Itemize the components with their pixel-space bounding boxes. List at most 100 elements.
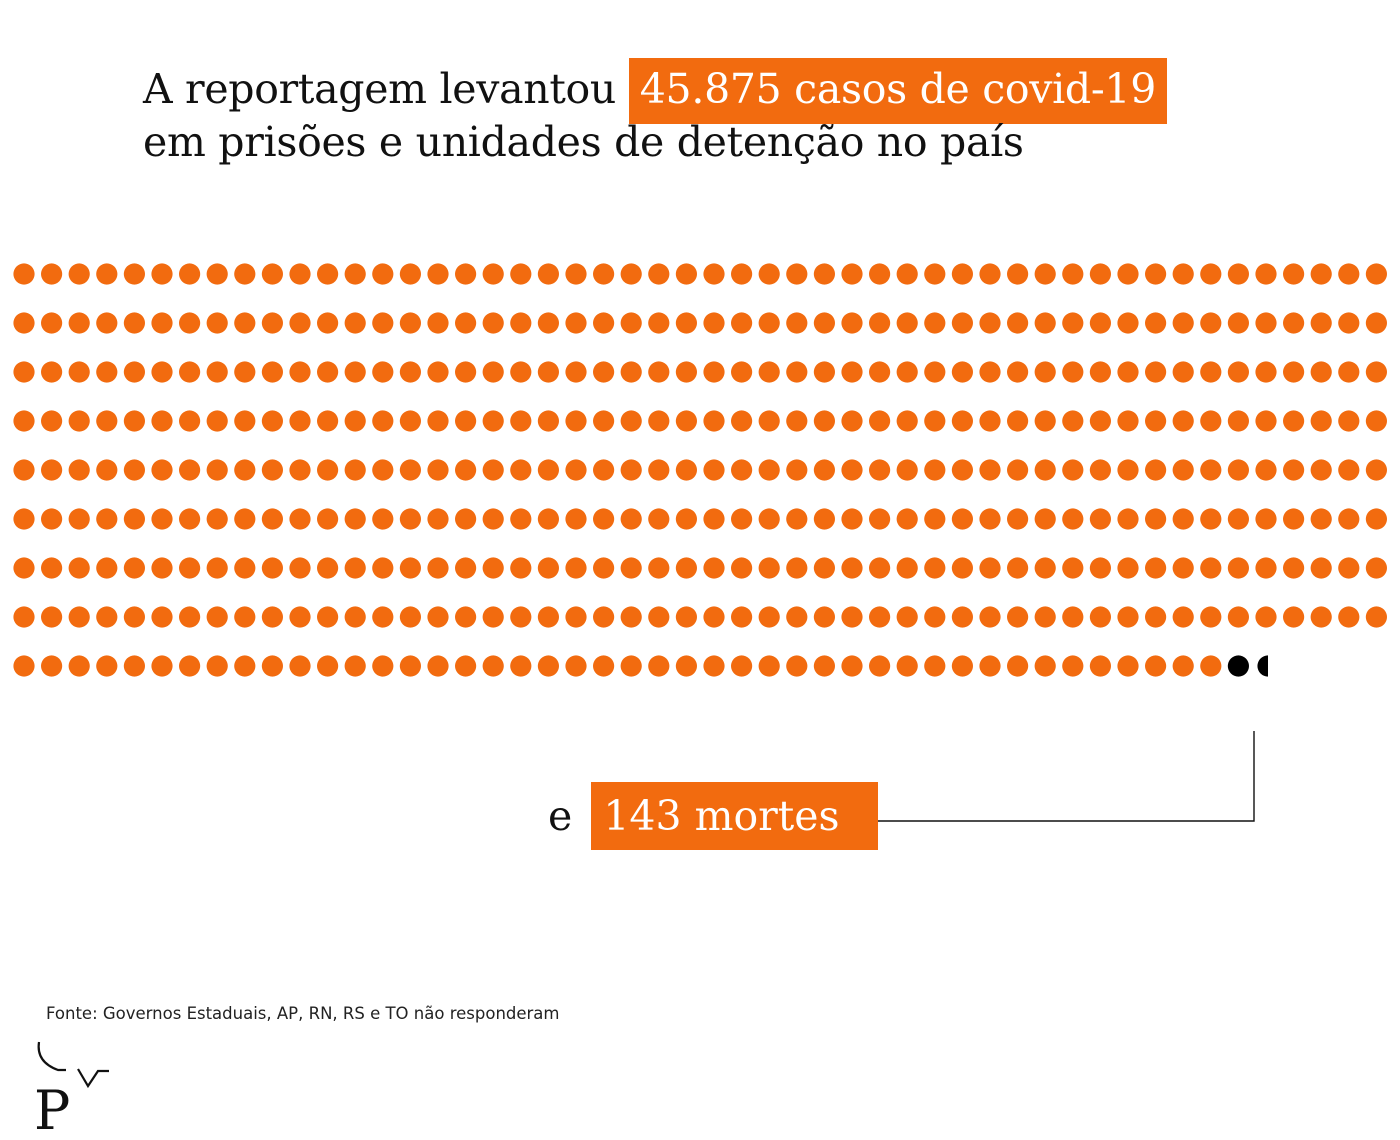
case-dot [427, 459, 449, 481]
case-dot [96, 312, 118, 334]
case-dot [289, 508, 311, 530]
case-dot [1117, 655, 1139, 677]
case-dot [151, 655, 173, 677]
case-dot [1172, 655, 1194, 677]
case-dot [1007, 263, 1029, 285]
case-dot [841, 508, 863, 530]
case-dot [1255, 263, 1277, 285]
case-dot [482, 655, 504, 677]
case-dot [731, 459, 753, 481]
case-dot [593, 459, 615, 481]
case-dot [758, 606, 780, 628]
case-dot [675, 312, 698, 334]
case-dot [455, 606, 477, 628]
case-dot [399, 557, 421, 579]
case-dot [1145, 263, 1167, 285]
case-dot [41, 312, 63, 334]
case-dot [565, 312, 587, 334]
case-dot [593, 361, 615, 383]
case-dot [924, 361, 946, 383]
case-dot [648, 459, 670, 481]
case-dot [41, 655, 63, 677]
case-dot [317, 606, 339, 628]
case-dot [96, 361, 118, 383]
case-dot [786, 312, 808, 334]
case-dot [399, 361, 421, 383]
case-dot [1227, 410, 1249, 432]
case-dot [896, 312, 918, 334]
case-dot [896, 410, 918, 432]
case-dot [68, 410, 90, 432]
case-dot [372, 312, 394, 334]
case-dot [123, 361, 145, 383]
case-dot [896, 557, 918, 579]
case-dot [399, 655, 421, 677]
case-dot [1338, 508, 1360, 530]
case-dot [206, 557, 228, 579]
case-dot [1007, 312, 1029, 334]
case-dot [869, 410, 891, 432]
case-dot [482, 410, 504, 432]
case-dot [234, 459, 256, 481]
case-dot [841, 263, 863, 285]
case-dot [1338, 557, 1360, 579]
case-dot [96, 508, 118, 530]
case-dot [1007, 557, 1029, 579]
case-dot [786, 459, 808, 481]
case-dot [703, 410, 725, 432]
case-dot [537, 655, 560, 677]
case-dot [620, 459, 642, 481]
case-dot [13, 263, 35, 285]
case-dot [951, 459, 974, 481]
case-dot [924, 655, 946, 677]
case-dot [1145, 361, 1167, 383]
case-dot [786, 410, 808, 432]
case-dot [1365, 361, 1387, 383]
case-dot [1089, 410, 1111, 432]
case-dot [841, 361, 863, 383]
case-dot [813, 606, 836, 628]
case-dot [179, 557, 201, 579]
deaths-prefix: e [548, 792, 573, 840]
case-dot [1365, 557, 1387, 579]
case-dot [427, 557, 449, 579]
case-dot [648, 606, 670, 628]
case-dot [289, 557, 311, 579]
case-dot [261, 557, 283, 579]
case-dot [96, 263, 118, 285]
case-dot [399, 459, 421, 481]
case-dot [1145, 312, 1167, 334]
case-dot [675, 508, 698, 530]
case-dot [206, 410, 228, 432]
case-dot [951, 410, 974, 432]
case-dot [261, 655, 283, 677]
case-dot [1227, 459, 1249, 481]
case-dot [123, 312, 145, 334]
case-dot [289, 263, 311, 285]
case-dot [620, 410, 642, 432]
case-dot [1365, 263, 1387, 285]
case-dot [206, 312, 228, 334]
case-dot [1172, 606, 1194, 628]
case-dot [1255, 508, 1277, 530]
case-dot [510, 459, 532, 481]
case-dot [13, 655, 35, 677]
case-dot [1007, 508, 1029, 530]
case-dot [1117, 410, 1139, 432]
case-dot [234, 508, 256, 530]
case-dot [951, 263, 974, 285]
case-dot [786, 263, 808, 285]
case-dot [13, 410, 35, 432]
headline-highlight-cases: 45.875 casos de covid-19 [628, 58, 1167, 124]
case-dot [1062, 508, 1084, 530]
case-dot [979, 606, 1001, 628]
case-dot [482, 459, 504, 481]
case-dot [813, 557, 836, 579]
case-dot [979, 459, 1001, 481]
case-dot [261, 410, 283, 432]
case-dot [427, 263, 449, 285]
case-dot [620, 557, 642, 579]
case-dot [1062, 410, 1084, 432]
case-dot [593, 312, 615, 334]
